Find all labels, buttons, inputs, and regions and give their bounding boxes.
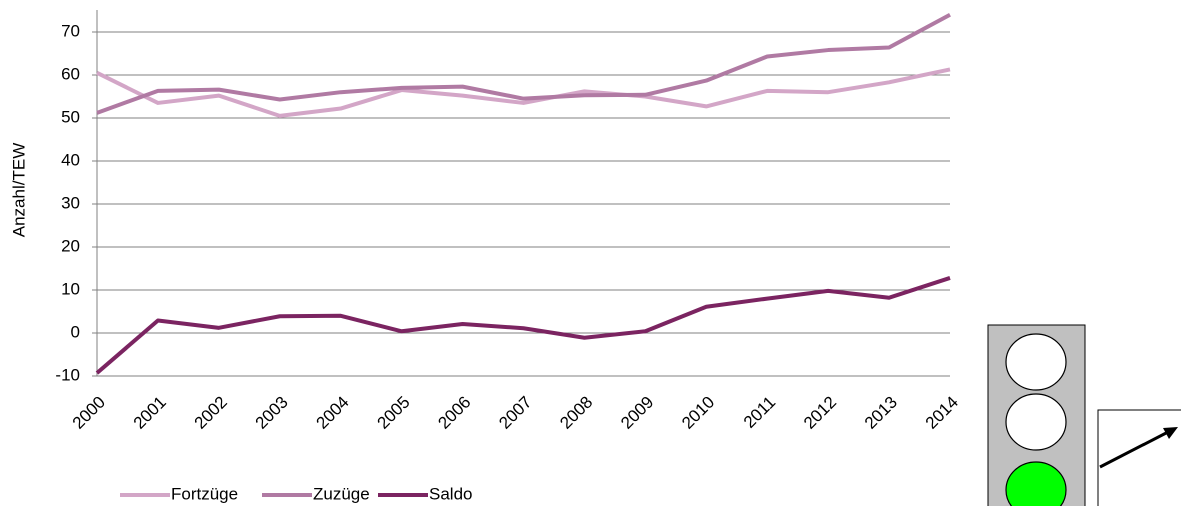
series-line [96,67,951,118]
trend-box [1097,409,1181,506]
x-tick-label: 2007 [495,393,535,433]
y-axis-label: Anzahl/TEW [9,143,28,237]
x-tick-label: 2005 [373,393,413,433]
x-tick-label: 2014 [922,393,962,433]
x-tick-label: 2006 [434,393,474,433]
x-tick-label: 2008 [556,393,596,433]
x-tick-label: 2011 [740,393,779,432]
light-yellow-off [1005,393,1067,451]
light-red-off [1005,333,1067,391]
x-tick-label: 2000 [69,393,109,433]
series-line [96,13,951,115]
x-tick-label: 2012 [800,393,840,433]
trend-frame [1097,409,1181,506]
legend-label: Saldo [429,484,472,503]
y-tick-label: 30 [61,193,80,212]
traffic-light [987,324,1086,506]
y-tick-label: 0 [71,322,80,341]
legend-label: Fortzüge [171,484,238,503]
x-tick-label: 2013 [861,393,901,433]
y-tick-label: 20 [61,236,80,255]
x-tick-label: 2001 [130,393,170,433]
legend-label: Zuzüge [313,484,370,503]
y-tick-label: 10 [61,279,80,298]
x-tick-label: 2004 [313,393,353,433]
x-tick-label: 2002 [191,393,231,433]
x-tick-label: 2010 [678,393,718,433]
y-tick-label: -10 [55,365,80,384]
y-tick-label: 40 [61,150,80,169]
light-green-on [1005,461,1067,506]
x-tick-label: 2009 [617,393,657,433]
trend-arrow [1099,429,1171,469]
x-tick-label: 2003 [252,393,292,433]
y-tick-label: 70 [61,21,80,40]
trend-arrow-head [1163,427,1178,439]
y-tick-label: 60 [61,64,80,83]
series-line [95,276,951,375]
y-tick-label: 50 [61,107,80,126]
